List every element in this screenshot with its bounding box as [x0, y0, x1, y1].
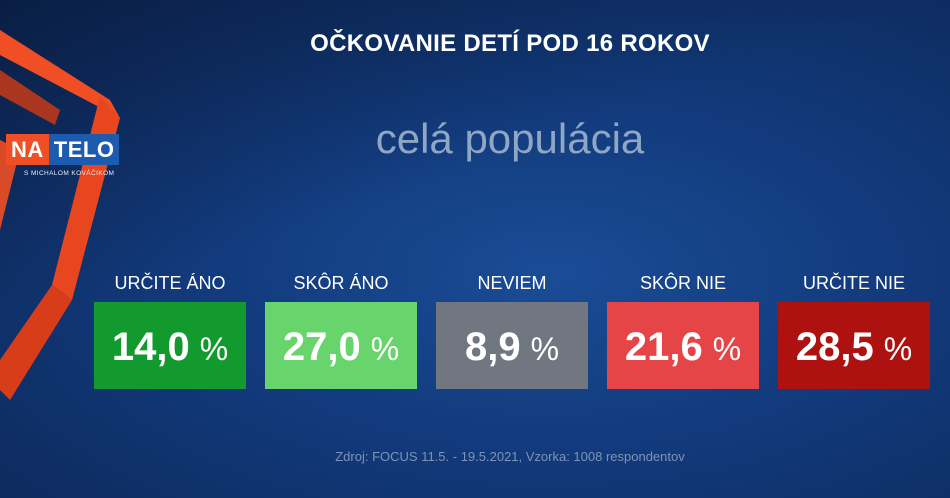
category-label: SKÔR NIE [640, 272, 726, 293]
value-tile [94, 302, 246, 389]
value-label: 21,6% [625, 325, 741, 369]
category-label: SKÔR ÁNO [293, 272, 388, 293]
show-logo: NA TELO S MICHALOM KOVÁČIKOM [6, 134, 120, 177]
category-label: NEVIEM [477, 273, 546, 293]
value-label: 8,9% [465, 325, 559, 369]
value-tile [607, 302, 759, 389]
category-label: URČITE ÁNO [114, 272, 225, 293]
source-note: Zdroj: FOCUS 11.5. - 19.5.2021, Vzorka: … [335, 449, 685, 464]
logo-telo: TELO [48, 134, 120, 165]
chart-title: OČKOVANIE DETÍ POD 16 ROKOV [310, 30, 710, 57]
logo-tagline: S MICHALOM KOVÁČIKOM [24, 170, 115, 177]
value-tile [436, 302, 588, 389]
chart-subtitle: celá populácia [375, 115, 645, 162]
value-label: 28,5% [796, 325, 912, 369]
category-label: URČITE NIE [803, 272, 905, 293]
value-label: 14,0% [112, 325, 228, 369]
logo-na: NA [6, 134, 49, 165]
value-tile [265, 302, 417, 389]
value-tile [778, 302, 930, 389]
value-label: 27,0% [283, 325, 399, 369]
